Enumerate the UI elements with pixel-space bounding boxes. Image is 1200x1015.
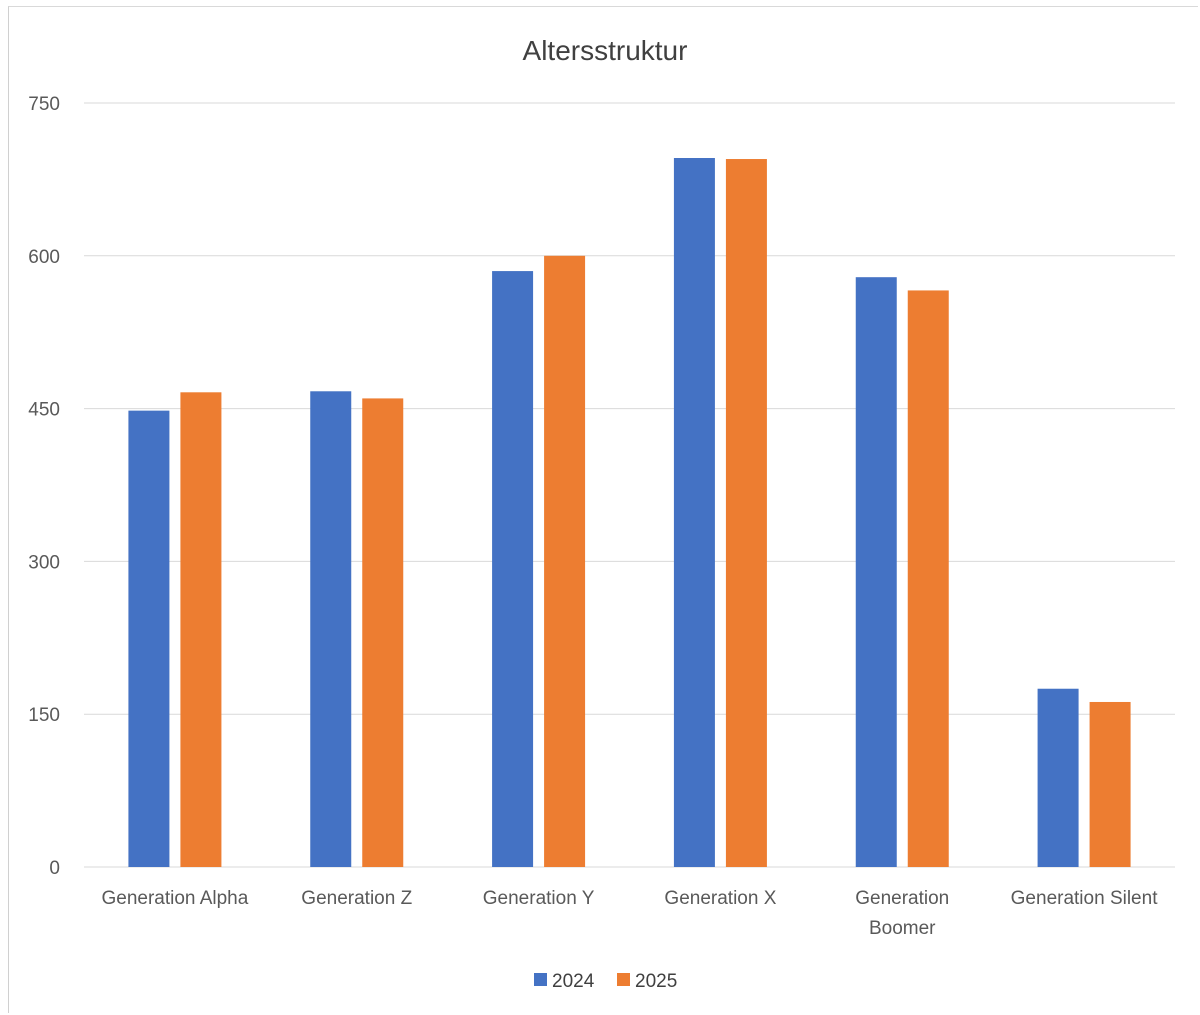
x-category-label: Generation X [664, 888, 776, 909]
x-category-label: Boomer [869, 918, 936, 939]
y-tick-label: 0 [49, 858, 60, 879]
bar-2024 [673, 158, 715, 867]
y-tick-label: 450 [28, 400, 60, 421]
bars [128, 158, 1131, 868]
x-category-label: Generation Z [301, 888, 412, 909]
x-category-label: Generation Silent [1011, 888, 1159, 909]
x-category-label: Generation Y [483, 888, 595, 909]
gridlines [84, 102, 1175, 868]
bar-2025 [180, 392, 222, 867]
x-axis-categories: Generation Alpha Generation Z Generation Y… [101, 888, 1158, 939]
y-tick-label: 600 [28, 247, 60, 268]
x-category-label: Generation [855, 888, 949, 909]
bar-2025 [725, 159, 767, 867]
y-tick-label: 150 [28, 705, 60, 726]
legend-label: 2025 [635, 971, 677, 992]
bar-2025 [544, 255, 586, 868]
bar-2025 [362, 398, 404, 867]
bar-2025 [907, 290, 949, 867]
legend-swatch [617, 973, 630, 986]
bar-2024 [128, 410, 170, 867]
chart-frame [8, 6, 1198, 1013]
legend-swatch [534, 973, 547, 986]
bar-2024 [492, 271, 534, 868]
y-tick-label: 750 [28, 94, 60, 115]
y-axis-ticks: 0 150 300 450 600 750 [28, 94, 60, 879]
y-tick-label: 300 [28, 552, 60, 573]
legend-label: 2024 [552, 971, 595, 992]
legend: 2024 2025 [534, 971, 677, 992]
bar-2025 [1089, 701, 1131, 867]
bar-2024 [310, 391, 352, 867]
x-category-label: Generation Alpha [101, 888, 248, 909]
bar-2024 [855, 277, 897, 867]
chart-title: Altersstruktur [523, 35, 688, 66]
bar-2024 [1037, 688, 1079, 867]
